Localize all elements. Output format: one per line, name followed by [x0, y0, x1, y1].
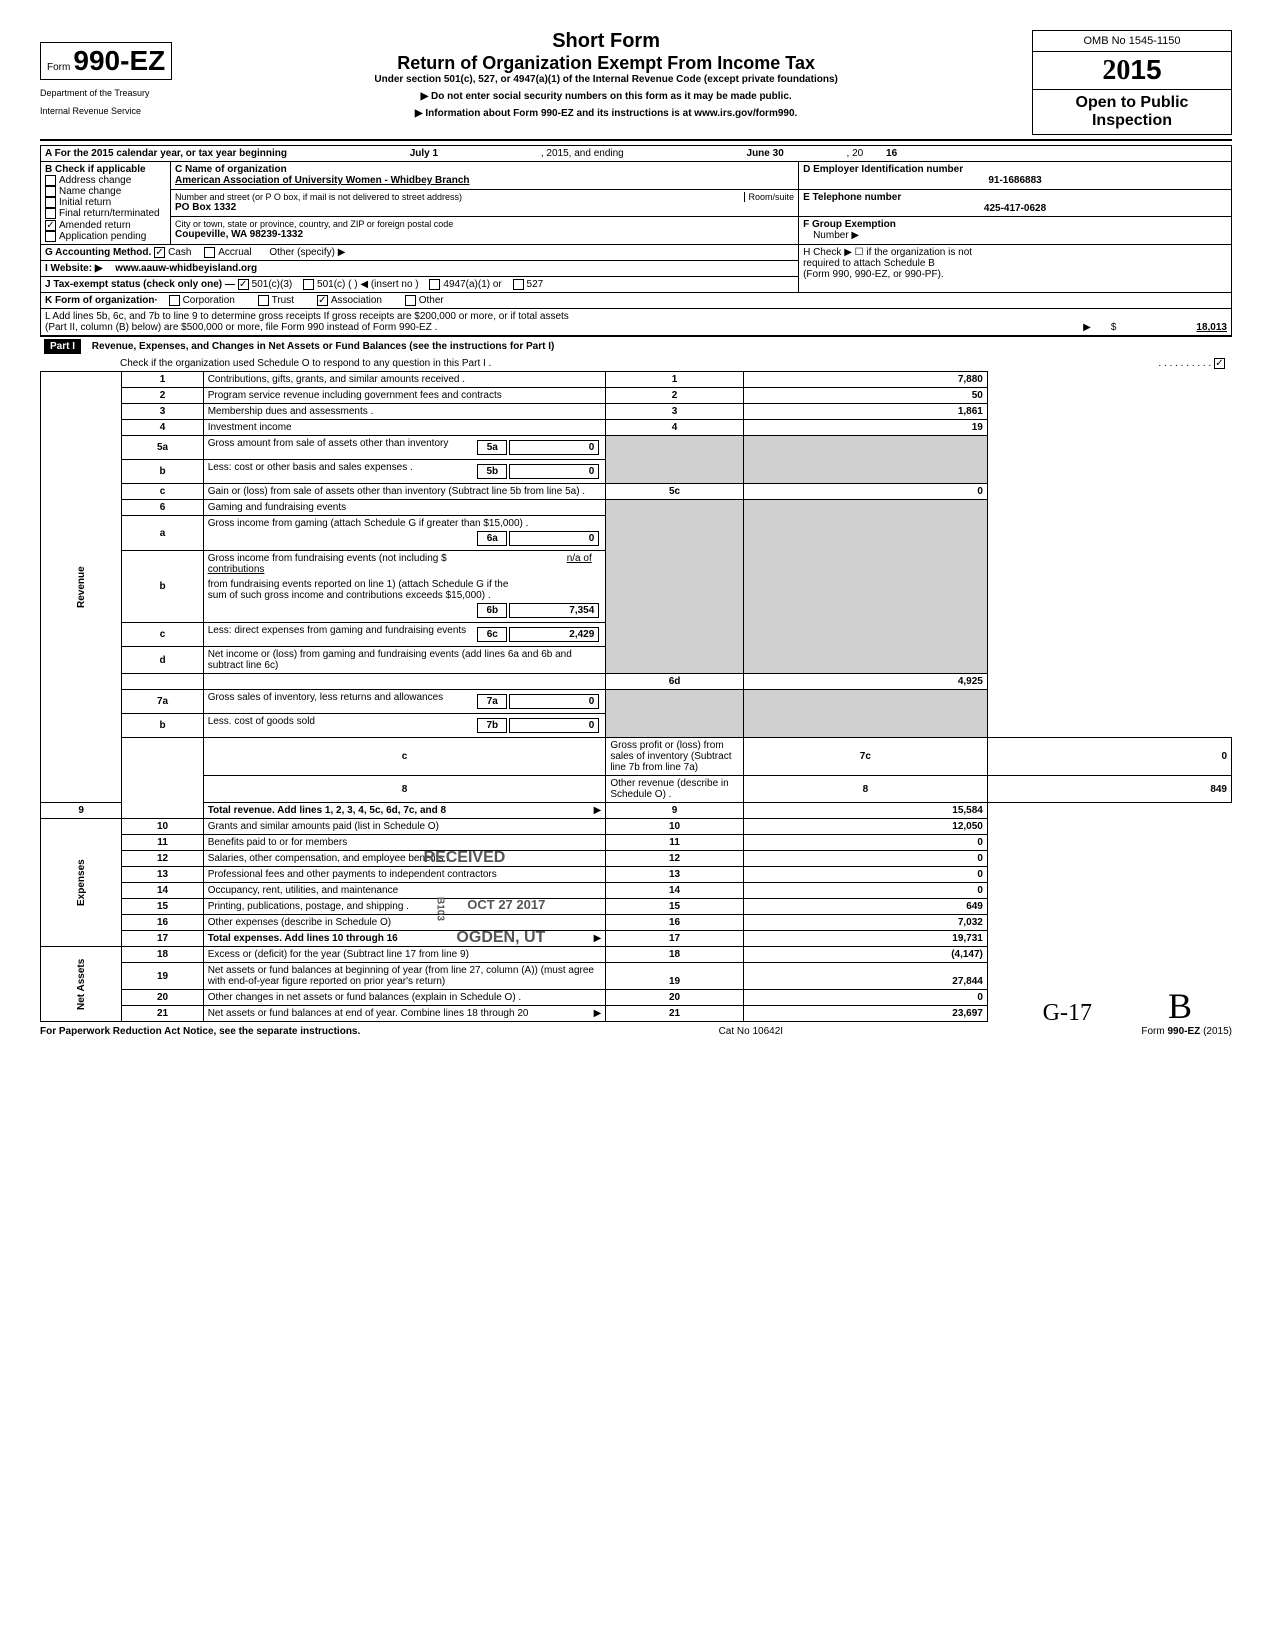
- dept-irs: Internal Revenue Service: [40, 106, 180, 116]
- checkbox-501c3[interactable]: [238, 279, 249, 290]
- expenses-label: Expenses: [41, 819, 122, 947]
- section-i: I Website: ▶ www.aauw-whidbeyisland.org: [41, 260, 799, 276]
- revenue-label: Revenue: [41, 372, 122, 803]
- section-d: D Employer Identification number 91-1686…: [799, 162, 1232, 190]
- part1-label: Part I: [44, 339, 81, 354]
- checkbox-accrual[interactable]: [204, 247, 215, 258]
- checkbox-address-change[interactable]: [45, 175, 56, 186]
- handwritten-b: B: [1168, 985, 1192, 1027]
- checkbox-initial-return[interactable]: [45, 197, 56, 208]
- netassets-label: Net Assets: [41, 947, 122, 1022]
- checkbox-amended-return[interactable]: [45, 220, 56, 231]
- subtitle: Under section 501(c), 527, or 4947(a)(1)…: [180, 74, 1032, 85]
- checkbox-cash[interactable]: [154, 247, 165, 258]
- ogden-stamp: OGDEN, UT: [456, 929, 545, 947]
- form-number: 990-EZ: [73, 45, 165, 76]
- received-stamp: RECEIVED: [424, 849, 506, 867]
- date-stamp: OCT 27 2017: [467, 897, 545, 912]
- checkbox-other-org[interactable]: [405, 295, 416, 306]
- checkbox-trust[interactable]: [258, 295, 269, 306]
- section-j: J Tax-exempt status (check only one) — 5…: [41, 276, 799, 292]
- form-prefix: Form: [47, 62, 70, 73]
- section-l: L Add lines 5b, 6c, and 7b to line 9 to …: [41, 309, 1232, 337]
- checkbox-501c[interactable]: [303, 279, 314, 290]
- part1-title: Revenue, Expenses, and Changes in Net As…: [92, 341, 555, 352]
- open-public: Open to Public Inspection: [1032, 90, 1232, 135]
- cat-number: Cat No 10642I: [719, 1026, 784, 1037]
- short-form-title: Short Form: [180, 30, 1032, 53]
- section-b: B Check if applicable Address change Nam…: [41, 162, 171, 245]
- checkbox-name-change[interactable]: [45, 186, 56, 197]
- checkbox-schedule-o[interactable]: [1214, 358, 1225, 369]
- checkbox-association[interactable]: [317, 295, 328, 306]
- section-e: E Telephone number 425-417-0628: [799, 189, 1232, 217]
- checkbox-corporation[interactable]: [169, 295, 180, 306]
- checkbox-527[interactable]: [513, 279, 524, 290]
- tax-year: 2015: [1032, 52, 1232, 90]
- b103-stamp: B103: [434, 897, 445, 921]
- section-g: G Accounting Method. Cash Accrual Other …: [41, 244, 799, 260]
- omb-number: OMB No 1545-1150: [1032, 30, 1232, 52]
- section-h: H Check ▶ ☐ if the organization is not r…: [799, 244, 1232, 292]
- checkbox-final-return[interactable]: [45, 208, 56, 219]
- main-title: Return of Organization Exempt From Incom…: [180, 53, 1032, 74]
- lines-table: Revenue 1Contributions, gifts, grants, a…: [40, 371, 1232, 1022]
- section-f: F Group Exemption Number ▶: [799, 217, 1232, 245]
- section-c-name: C Name of organization American Associat…: [171, 162, 799, 190]
- section-c-address: Number and street (or P O box, if mail i…: [171, 189, 799, 217]
- paperwork-notice: For Paperwork Reduction Act Notice, see …: [40, 1026, 360, 1037]
- info-notice: ▶ Information about Form 990-EZ and its …: [180, 108, 1032, 119]
- checkbox-4947[interactable]: [429, 279, 440, 290]
- section-k: K Form of organization· Corporation Trus…: [41, 293, 1232, 309]
- dept-treasury: Department of the Treasury: [40, 88, 180, 98]
- form-footer: Form 990-EZ (2015): [1141, 1026, 1232, 1037]
- handwritten-g17: G-17: [1043, 1000, 1092, 1027]
- checkbox-application-pending[interactable]: [45, 231, 56, 242]
- ssn-notice: ▶ Do not enter social security numbers o…: [180, 91, 1032, 102]
- section-c-city: City or town, state or province, country…: [171, 217, 799, 245]
- form-number-box: Form 990-EZ: [40, 42, 172, 80]
- section-a: A For the 2015 calendar year, or tax yea…: [41, 146, 1232, 162]
